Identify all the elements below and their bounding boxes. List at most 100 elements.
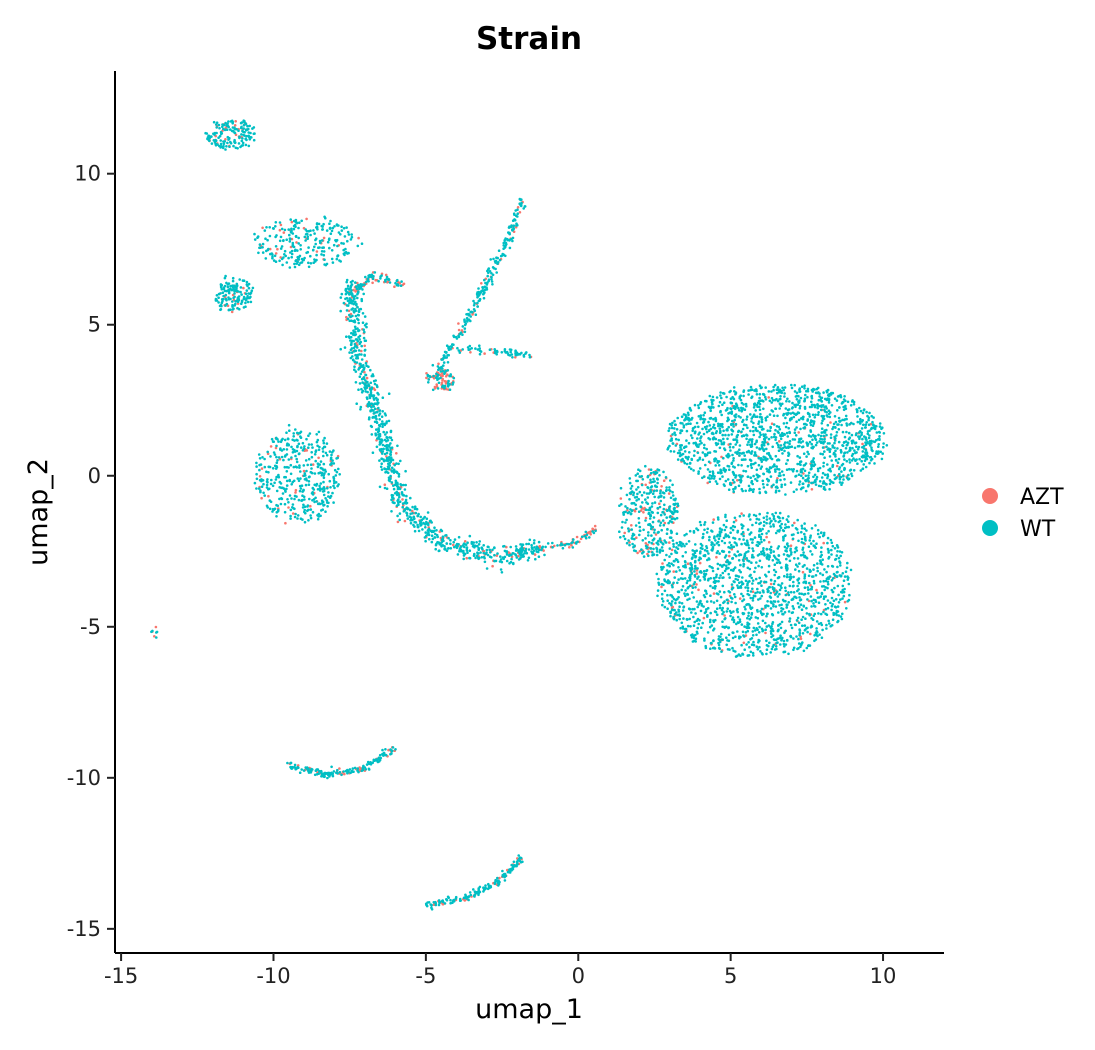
data-point-wt	[693, 449, 696, 453]
data-point-wt	[783, 386, 787, 389]
data-point-wt	[731, 557, 734, 560]
data-point-wt	[265, 226, 268, 229]
data-point-wt	[646, 502, 650, 506]
data-point-wt	[732, 487, 735, 491]
data-point-wt	[828, 415, 832, 419]
data-point-wt	[628, 543, 631, 547]
data-point-wt	[281, 437, 284, 441]
data-point-wt	[263, 229, 267, 232]
data-point-azt	[778, 440, 781, 443]
data-point-wt	[772, 385, 775, 389]
data-point-wt	[656, 589, 660, 592]
data-point-wt	[681, 452, 685, 456]
data-point-wt	[310, 451, 314, 454]
data-point-wt	[635, 488, 638, 491]
data-point-wt	[699, 570, 702, 573]
data-point-wt	[859, 409, 863, 413]
data-point-wt	[834, 420, 838, 424]
data-point-wt	[304, 459, 308, 462]
data-point-wt	[731, 616, 735, 619]
data-point-wt	[861, 437, 864, 441]
data-point-wt	[808, 612, 811, 616]
data-point-wt	[819, 485, 823, 488]
data-point-wt	[270, 252, 274, 255]
data-point-wt	[714, 539, 717, 542]
data-point-wt	[863, 426, 867, 429]
data-point-wt	[673, 419, 676, 423]
data-point-wt	[762, 516, 766, 520]
data-point-wt	[435, 372, 438, 376]
data-point-wt	[692, 636, 696, 640]
data-point-wt	[222, 140, 225, 143]
data-point-wt	[731, 465, 735, 468]
data-point-wt	[733, 595, 737, 599]
data-point-wt	[307, 434, 310, 438]
data-point-wt	[831, 590, 835, 594]
data-point-wt	[656, 481, 659, 485]
data-point-wt	[691, 436, 694, 440]
data-point-wt	[701, 547, 704, 550]
data-point-wt	[794, 395, 798, 398]
data-point-wt	[229, 308, 232, 312]
data-point-wt	[448, 388, 452, 392]
data-point-azt	[661, 562, 664, 565]
data-point-azt	[258, 475, 262, 478]
data-point-azt	[619, 497, 623, 500]
data-point-wt	[738, 514, 742, 518]
data-point-wt	[697, 425, 700, 429]
data-point-wt	[749, 531, 753, 534]
data-point-wt	[321, 500, 325, 504]
data-point-wt	[679, 421, 682, 425]
data-point-wt	[865, 454, 868, 458]
data-point-wt	[326, 240, 330, 244]
data-point-wt	[233, 127, 237, 131]
data-point-wt	[715, 607, 719, 610]
data-point-wt	[822, 531, 826, 535]
data-point-wt	[837, 457, 841, 461]
data-point-wt	[784, 593, 788, 597]
data-point-wt	[647, 550, 650, 553]
data-point-wt	[448, 382, 451, 386]
data-point-wt	[800, 592, 803, 596]
data-point-wt	[246, 124, 249, 128]
data-point-wt	[775, 557, 778, 561]
data-point-azt	[767, 540, 771, 544]
data-point-wt	[826, 547, 830, 551]
data-point-wt	[674, 433, 677, 437]
data-point-wt	[695, 421, 699, 425]
data-point-azt	[440, 381, 444, 385]
data-point-wt	[257, 487, 261, 490]
data-point-azt	[644, 483, 647, 487]
data-point-wt	[727, 465, 731, 468]
data-point-wt	[253, 238, 257, 241]
data-point-azt	[384, 273, 388, 277]
data-point-wt	[685, 423, 688, 426]
data-point-wt	[742, 538, 745, 541]
data-point-wt	[336, 484, 339, 488]
data-point-wt	[307, 246, 310, 249]
data-point-wt	[700, 602, 703, 606]
data-point-wt	[855, 445, 858, 449]
data-point-wt	[642, 555, 646, 558]
data-point-wt	[721, 612, 724, 616]
data-point-wt	[738, 618, 742, 621]
data-point-wt	[292, 465, 296, 469]
data-point-wt	[702, 605, 705, 608]
data-point-wt	[839, 615, 843, 618]
data-point-wt	[757, 463, 761, 467]
data-point-wt	[829, 433, 833, 436]
data-point-wt	[290, 227, 293, 231]
data-point-wt	[303, 505, 307, 509]
data-point-wt	[320, 253, 323, 256]
data-point-wt	[726, 419, 729, 423]
data-point-azt	[452, 543, 455, 547]
data-point-wt	[810, 585, 814, 589]
data-point-wt	[233, 138, 236, 142]
data-point-wt	[752, 421, 755, 425]
data-point-wt	[315, 225, 319, 229]
data-point-wt	[704, 589, 707, 592]
data-point-wt	[302, 495, 306, 499]
data-point-wt	[308, 475, 311, 479]
data-point-wt	[630, 509, 634, 512]
data-point-azt	[835, 464, 839, 468]
